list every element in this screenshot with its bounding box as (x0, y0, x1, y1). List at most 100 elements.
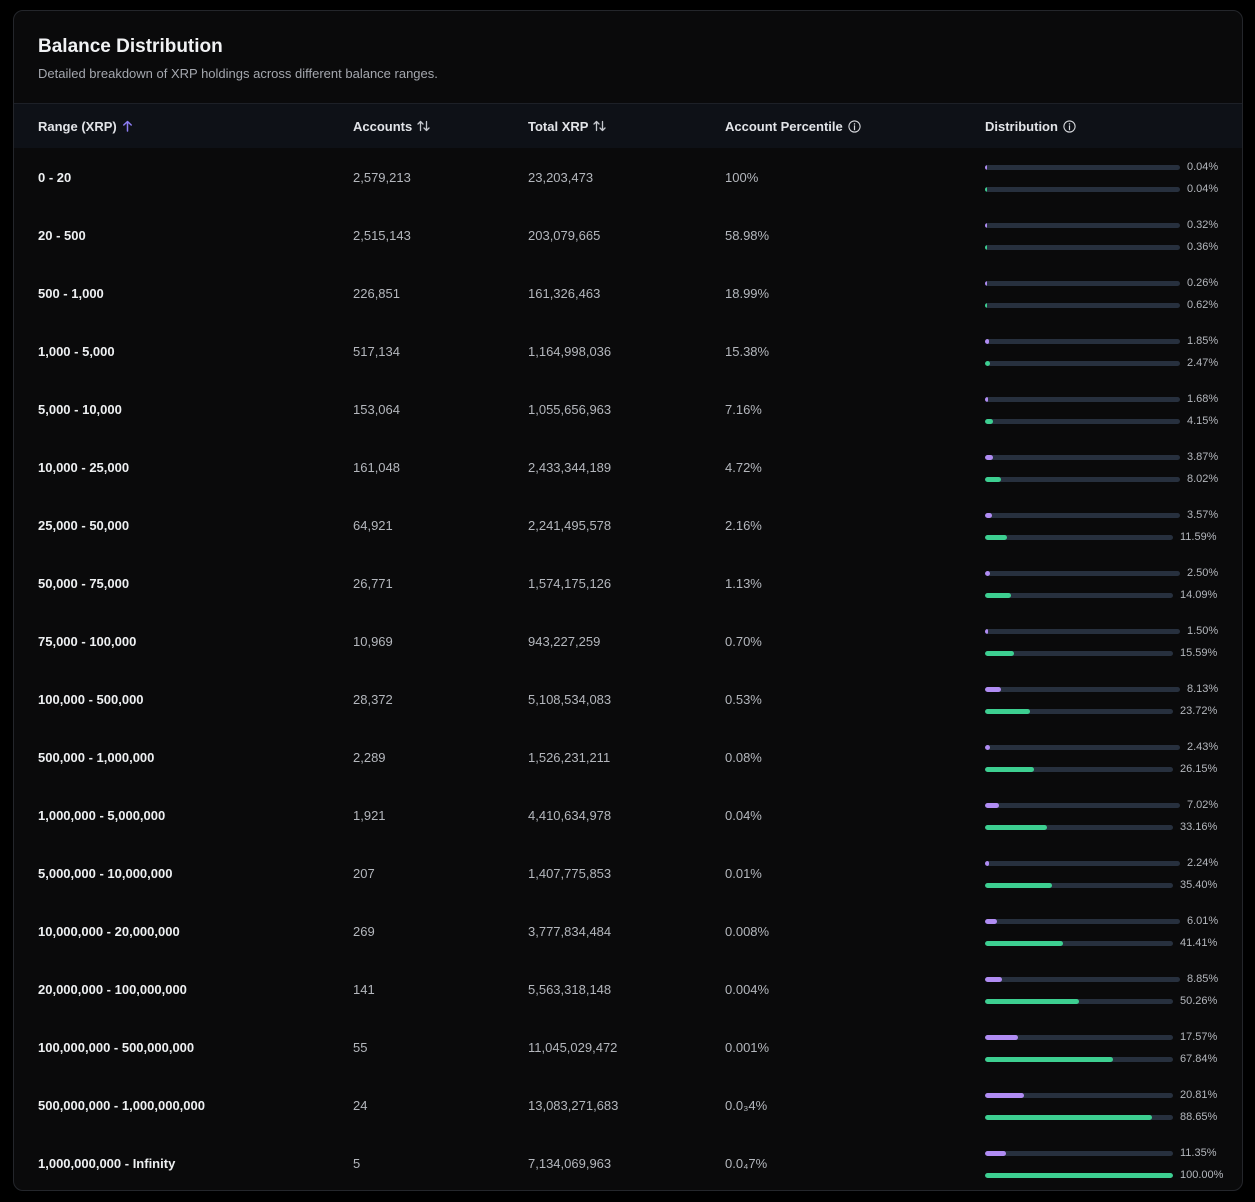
xrp-share-bar-label: 41.41% (1180, 937, 1218, 949)
accounts-share-bar-track (985, 686, 1180, 692)
total-xrp-cell: 161,326,463 (528, 285, 601, 301)
distribution-cell: 1.85% 2.47% (985, 330, 1225, 374)
accounts-share-bar-label: 2.50% (1187, 567, 1219, 579)
total-xrp-cell: 943,227,259 (528, 633, 601, 649)
total-xrp-cell: 203,079,665 (528, 227, 601, 243)
xrp-share-bar-track (985, 1114, 1173, 1120)
range-cell: 1,000,000,000 - Infinity (38, 1155, 176, 1171)
table-row: 75,000 - 100,000 10,969 943,227,259 0.70% 1.… (14, 612, 1242, 670)
accounts-share-bar: 6.01% (985, 910, 1225, 932)
xrp-share-bar-label: 50.26% (1180, 995, 1218, 1007)
percentile-cell: 0.008% (725, 923, 770, 939)
xrp-share-bar-fill (985, 1172, 1173, 1178)
accounts-share-bar-fill (985, 164, 987, 170)
accounts-share-bar-track (985, 744, 1180, 750)
accounts-share-bar: 20.81% (985, 1084, 1225, 1106)
percentile-cell: 18.99% (725, 285, 770, 301)
accounts-cell: 207 (353, 865, 375, 881)
accounts-share-bar: 2.43% (985, 736, 1225, 758)
table-row: 1,000 - 5,000 517,134 1,164,998,036 15.38% 1… (14, 322, 1242, 380)
accounts-share-bar-label: 2.43% (1187, 741, 1219, 753)
info-circle-icon[interactable] (1063, 119, 1076, 133)
xrp-share-bar: 4.15% (985, 410, 1225, 432)
range-cell: 25,000 - 50,000 (38, 517, 130, 533)
accounts-cell: 141 (353, 981, 375, 997)
total-xrp-cell: 5,108,534,083 (528, 691, 612, 707)
accounts-share-bar-label: 2.24% (1187, 857, 1219, 869)
column-header-total-xrp[interactable]: Total XRP (528, 104, 607, 148)
range-cell: 10,000 - 25,000 (38, 459, 130, 475)
total-xrp-cell: 1,407,775,853 (528, 865, 612, 881)
xrp-share-bar: 14.09% (985, 584, 1225, 606)
distribution-cell: 2.50% 14.09% (985, 562, 1225, 606)
total-xrp-cell: 1,574,175,126 (528, 575, 612, 591)
table-row: 0 - 20 2,579,213 23,203,473 100% 0.04% 0.04% (14, 148, 1242, 206)
percentile-cell: 0.004% (725, 981, 770, 997)
distribution-cell: 0.26% 0.62% (985, 272, 1225, 316)
percentile-cell: 0.0₄7% (725, 1155, 768, 1171)
range-cell: 5,000 - 10,000 (38, 401, 122, 417)
accounts-cell: 1,921 (353, 807, 386, 823)
info-circle-icon[interactable] (848, 119, 861, 133)
xrp-share-bar-track (985, 766, 1173, 772)
table-row: 10,000,000 - 20,000,000 269 3,777,834,484 0… (14, 902, 1242, 960)
table-row: 1,000,000,000 - Infinity 5 7,134,069,963 0.… (14, 1134, 1242, 1190)
accounts-share-bar: 3.57% (985, 504, 1225, 526)
xrp-share-bar: 88.65% (985, 1106, 1225, 1128)
total-xrp-cell: 1,526,231,211 (528, 749, 611, 765)
accounts-share-bar-label: 3.87% (1187, 451, 1219, 463)
accounts-share-bar-track (985, 396, 1180, 402)
xrp-share-bar-fill (985, 244, 987, 250)
accounts-share-bar-track (985, 918, 1180, 924)
range-cell: 75,000 - 100,000 (38, 633, 137, 649)
distribution-cell: 1.50% 15.59% (985, 620, 1225, 664)
accounts-cell: 2,289 (353, 749, 386, 765)
percentile-cell: 100% (725, 169, 759, 185)
xrp-share-bar-track (985, 650, 1173, 656)
accounts-share-bar-track (985, 570, 1180, 576)
accounts-share-bar-track (985, 860, 1180, 866)
xrp-share-bar: 23.72% (985, 700, 1225, 722)
table-body: 0 - 20 2,579,213 23,203,473 100% 0.04% 0.04% 2… (14, 148, 1242, 1190)
column-label-account-percentile: Account Percentile (725, 118, 843, 134)
column-label-distribution: Distribution (985, 118, 1058, 134)
percentile-cell: 2.16% (725, 517, 762, 533)
accounts-share-bar-label: 17.57% (1180, 1031, 1218, 1043)
xrp-share-bar-label: 11.59% (1180, 531, 1217, 543)
xrp-share-bar-label: 15.59% (1180, 647, 1218, 659)
range-cell: 100,000,000 - 500,000,000 (38, 1039, 195, 1055)
xrp-share-bar-track (985, 360, 1180, 366)
arrow-up-icon (122, 120, 133, 132)
sort-updown-icon (417, 120, 430, 132)
accounts-share-bar-track (985, 512, 1180, 518)
xrp-share-bar-label: 2.47% (1187, 357, 1219, 369)
xrp-share-bar-fill (985, 998, 1080, 1004)
xrp-share-bar-fill (985, 766, 1035, 772)
xrp-share-bar: 15.59% (985, 642, 1225, 664)
accounts-share-bar: 7.02% (985, 794, 1225, 816)
accounts-cell: 153,064 (353, 401, 400, 417)
accounts-share-bar: 17.57% (985, 1026, 1225, 1048)
distribution-cell: 20.81% 88.65% (985, 1084, 1225, 1128)
accounts-share-bar-fill (985, 1092, 1025, 1098)
xrp-share-bar-label: 8.02% (1187, 473, 1219, 485)
accounts-share-bar-fill (985, 628, 988, 634)
accounts-share-bar: 1.85% (985, 330, 1225, 352)
accounts-cell: 2,515,143 (353, 227, 411, 243)
xrp-share-bar-fill (985, 650, 1015, 656)
column-header-range[interactable]: Range (XRP) (38, 104, 133, 148)
range-cell: 500,000,000 - 1,000,000,000 (38, 1097, 205, 1113)
table-row: 500,000,000 - 1,000,000,000 24 13,083,271,… (14, 1076, 1242, 1134)
xrp-share-bar-label: 4.15% (1187, 415, 1219, 427)
column-header-accounts[interactable]: Accounts (353, 104, 430, 148)
percentile-cell: 0.04% (725, 807, 762, 823)
range-cell: 1,000,000 - 5,000,000 (38, 807, 166, 823)
xrp-share-bar: 67.84% (985, 1048, 1225, 1070)
xrp-share-bar-label: 26.15% (1180, 763, 1218, 775)
table-row: 5,000 - 10,000 153,064 1,055,656,963 7.16% 1… (14, 380, 1242, 438)
accounts-share-bar-track (985, 1034, 1173, 1040)
range-cell: 100,000 - 500,000 (38, 691, 144, 707)
accounts-share-bar: 1.68% (985, 388, 1225, 410)
table-row: 50,000 - 75,000 26,771 1,574,175,126 1.13% 2… (14, 554, 1242, 612)
xrp-share-bar-track (985, 882, 1173, 888)
